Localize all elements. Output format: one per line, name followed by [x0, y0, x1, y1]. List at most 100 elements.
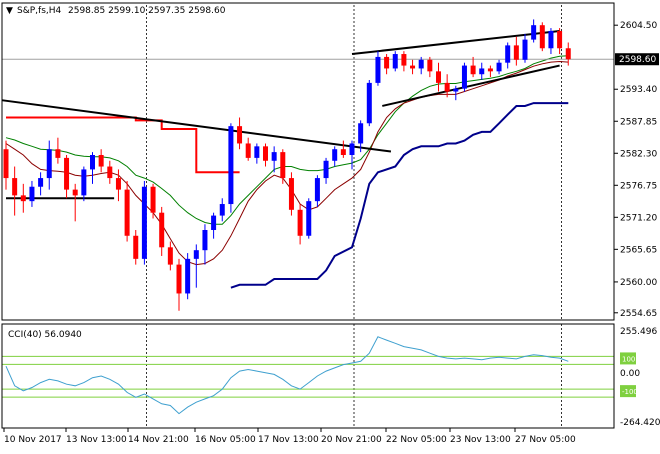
current-price-box [615, 53, 659, 66]
candle-bear [436, 71, 441, 83]
candle-bull [522, 39, 528, 60]
candle-bull [228, 126, 234, 205]
y-tick-label: 2565.65 [620, 245, 657, 255]
chart-header: ▼ S&P,fs,H4 2598.85 2599.10 2597.35 2598… [6, 6, 226, 16]
x-tick-label: 13 Nov 13:00 [66, 435, 127, 445]
x-tick-label: 23 Nov 13:00 [450, 435, 511, 445]
candle-bear [150, 186, 156, 213]
cci-line [5, 336, 569, 415]
y-tick-label: 2576.75 [620, 181, 657, 191]
candle-bear [263, 146, 268, 161]
cci-level-marker [620, 385, 636, 398]
candle-bear [237, 126, 243, 144]
candle-bear [513, 45, 519, 60]
candle-bear [384, 56, 390, 69]
candle-bull [392, 54, 398, 69]
cci-y-tick-label: 255.496 [620, 327, 657, 337]
candle-bear [98, 155, 104, 167]
candle-bear [444, 82, 450, 92]
y-tick-label: 2560.00 [620, 278, 657, 288]
candle-bear [159, 212, 165, 248]
candle-bull [271, 152, 277, 161]
candle-bear [280, 152, 286, 179]
price-overlays [1, 29, 614, 289]
symbol-label: S&P,fs,H4 [17, 6, 62, 16]
cci-layer: 100 -100 [2, 336, 638, 415]
candle-bull [38, 178, 44, 187]
ohlc-readout: 2598.85 2599.10 2597.35 2598.60 [68, 6, 226, 16]
x-tick-label: 27 Nov 05:00 [515, 435, 576, 445]
candle-bear [245, 143, 251, 158]
cci-y-tick-label: 0.00 [620, 369, 640, 379]
candle-bull [496, 62, 502, 72]
candle-bear [124, 189, 130, 236]
candle-bull [418, 59, 424, 69]
x-tick-label: 10 Nov 2017 [4, 435, 62, 445]
candle-bear [107, 166, 113, 179]
candle-bull [366, 82, 372, 124]
candle-bear [297, 209, 303, 236]
candle-bear [487, 68, 493, 72]
x-tick-label: 17 Nov 13:00 [258, 435, 319, 445]
cci-level-label: 100 [622, 355, 635, 363]
y-tick-label: 2593.40 [620, 85, 657, 95]
candle-bull [314, 178, 320, 202]
candle-bull [479, 68, 485, 75]
candle-bull [332, 149, 338, 161]
candle-bull [323, 160, 329, 179]
y-tick-label: 2571.20 [620, 213, 657, 223]
candle-bear [133, 235, 139, 259]
y-tick-label: 2604.50 [620, 21, 657, 31]
candle-bull [29, 186, 35, 202]
candle-bear [288, 178, 294, 210]
candle-bear [470, 65, 476, 75]
cci-panel-frame [1, 323, 615, 429]
candle-bull [90, 155, 95, 170]
candle-bull [453, 88, 459, 92]
candle-bull [202, 230, 208, 251]
y-tick-label: 2587.85 [620, 117, 657, 127]
candle-bear [72, 189, 78, 196]
candle-bear [565, 48, 571, 60]
candle-bull [141, 186, 147, 259]
x-tick-label: 16 Nov 05:00 [195, 435, 256, 445]
candle-bull [254, 146, 260, 158]
candle-bull [375, 56, 381, 83]
candle-bear [557, 30, 563, 49]
moving-average-darkred [5, 60, 569, 266]
navy-step-line [230, 102, 569, 289]
trendline [1, 99, 392, 153]
candle-bear [427, 59, 433, 72]
y-tick-label: 2554.65 [620, 309, 657, 319]
price-axis: 2554.65 2560.00 2565.65 2571.20 2576.75 2582.… [614, 21, 660, 428]
candle-bull [193, 250, 199, 259]
candle-bull [306, 201, 312, 236]
candle-bull [219, 204, 225, 216]
trendline [382, 64, 560, 107]
symbol-dropdown-arrow[interactable]: ▼ [6, 6, 13, 16]
candle-bull [211, 215, 217, 230]
time-axis: 10 Nov 2017 13 Nov 13:00 14 Nov 21:00 16 No… [3, 428, 576, 445]
x-tick-label: 14 Nov 21:00 [128, 435, 189, 445]
candle-bull [349, 143, 355, 155]
candle-bear [20, 195, 26, 202]
current-price-label: 2598.60 [619, 55, 656, 65]
candle-bull [505, 45, 511, 63]
candle-bear [64, 157, 70, 190]
candle-bull [46, 149, 52, 179]
main-panel-frame [1, 2, 615, 321]
candle-bear [167, 247, 173, 265]
candle-bear [401, 54, 407, 66]
candle-bull [548, 30, 554, 49]
cci-label: CCI(40) 56.0940 [8, 330, 82, 340]
candle-bear [176, 264, 182, 294]
candle-bull [81, 169, 87, 196]
candle-bear [3, 149, 9, 179]
candle-bear [55, 149, 61, 158]
cci-level-label: -100 [622, 388, 638, 396]
panel-frames [1, 2, 615, 429]
candle-bear [12, 178, 18, 196]
candles-layer [3, 19, 571, 311]
